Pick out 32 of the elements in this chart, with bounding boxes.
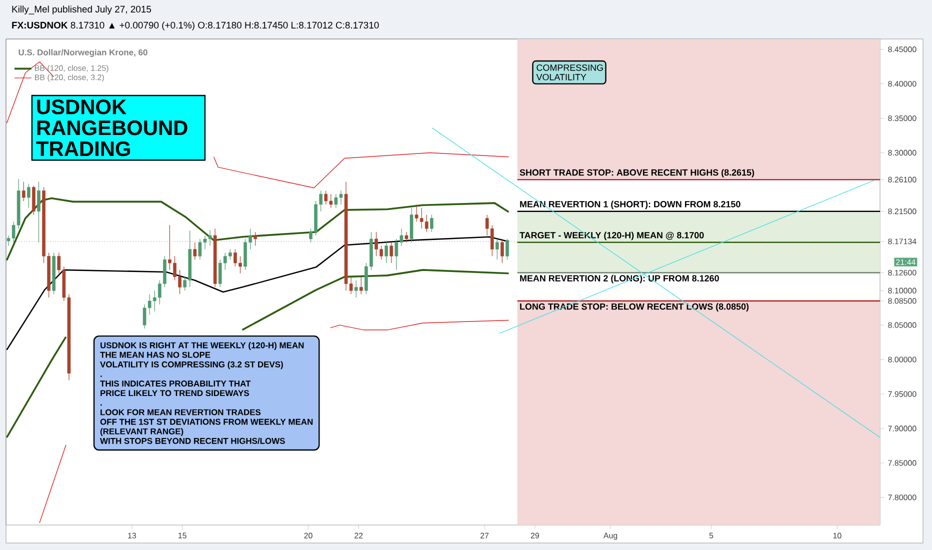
annotation: U.S. Dollar/Norwegian Krone, 60	[18, 49, 148, 58]
candlestick	[500, 238, 504, 264]
candlestick	[506, 238, 509, 260]
annotation: USDNOK RANGEBOUND TRADING	[36, 99, 188, 156]
candlestick	[354, 280, 358, 298]
ref-line-label: SHORT TRADE STOP: ABOVE RECENT HIGHS (8.2615)	[520, 169, 754, 178]
chart-title: FX:USDNOK 8.17310 ▲ +0.00790 (+0.1%) O:8.17180 H:8.17450 L:8.17012 C:8.17310	[12, 22, 379, 30]
annotation: PRICE LIKELY TO TREND SIDEWAYS	[100, 390, 249, 396]
annotation: OFF THE 1ST ST DEVIATIONS FROM WEEKLY MEAN	[100, 418, 313, 425]
candlestick	[37, 181, 40, 243]
line-series	[6, 197, 510, 262]
text: Killy_Mel published July 27, 2015	[12, 6, 152, 14]
annotation: .	[100, 404, 102, 406]
candlestick	[430, 214, 434, 232]
annotation: COMPRESSING VOLATILITY	[536, 64, 603, 80]
candlestick	[359, 276, 363, 294]
annotation: VOLATILITY IS COMPRESSING (3.2 ST DEVS)	[100, 361, 283, 370]
candlestick	[22, 181, 26, 202]
candlestick	[193, 242, 197, 260]
annotation: WITH STOPS BEYOND RECENT HIGHS/LOWS	[100, 438, 285, 444]
annotation: THIS INDICATES PROBABILITY THAT	[100, 380, 251, 387]
annotation: (RELEVANT RANGE)	[100, 428, 184, 436]
candlestick	[254, 232, 258, 246]
annotation: LOOK FOR MEAN REVERTION TRADES	[100, 409, 261, 416]
candlestick	[27, 183, 30, 208]
annotation: USDNOK IS RIGHT AT THE WEEKLY (120-H) MEAN	[100, 342, 304, 350]
candlestick	[404, 232, 408, 243]
candlestick	[390, 242, 394, 264]
candlestick	[384, 242, 388, 264]
candlestick	[496, 238, 499, 260]
annotation: THE MEAN HAS NO SLOPE	[100, 352, 210, 358]
annotation: .	[100, 376, 102, 377]
